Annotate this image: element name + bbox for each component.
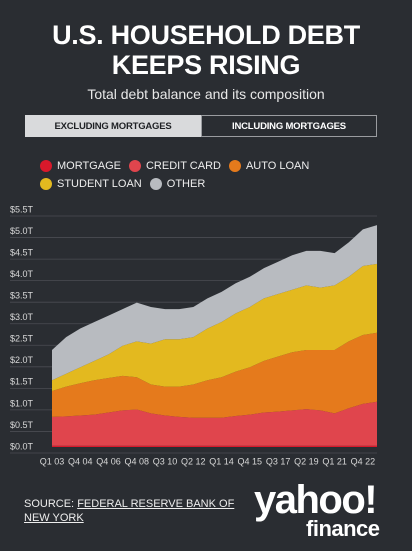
legend-swatch — [228, 160, 241, 172]
legend-label: CREDIT CARD — [145, 160, 221, 172]
chart: $0.0T $0.5T $1.0T $1.5T $2.0T $2.5T $3.0T $3.5T… — [10, 204, 377, 466]
x-tick-label: Q3 17 — [266, 456, 291, 466]
logo-sub: finance — [306, 516, 380, 541]
area — [52, 225, 377, 381]
y-tick-label: $2.5T — [10, 334, 34, 344]
legend-swatch — [40, 160, 52, 172]
x-tick-label: Q4 04 — [68, 456, 93, 466]
chart-title: U.S. HOUSEHOLD DEBT KEEPS RISING — [52, 20, 360, 80]
y-tick-label: $0.0T — [10, 441, 34, 451]
x-tick-label: Q1 14 — [209, 456, 234, 466]
legend-label: AUTO LOAN — [245, 160, 310, 172]
x-tick-label: Q2 12 — [181, 456, 206, 466]
x-tick-label: Q1 03 — [40, 456, 65, 466]
area — [52, 263, 377, 391]
y-tick-label: $5.5T — [10, 204, 34, 214]
legend-item: CREDIT CARD — [128, 158, 221, 174]
legend-swatch — [40, 178, 52, 190]
area — [52, 332, 377, 418]
y-tick-label: $2.0T — [10, 355, 34, 365]
y-tick-label: $1.0T — [10, 398, 34, 408]
x-tick-label: Q1 21 — [322, 456, 347, 466]
area — [52, 401, 377, 446]
tab[interactable]: EXCLUDING MORTGAGES — [25, 115, 201, 137]
legend-swatch — [128, 160, 141, 172]
x-tick-label: Q4 06 — [96, 456, 121, 466]
x-tick-label: Q4 15 — [238, 456, 263, 466]
logo: yahoo! — [254, 478, 378, 522]
legend-item: OTHER — [149, 176, 206, 192]
x-tick-label: Q2 19 — [294, 456, 319, 466]
tab[interactable]: INCLUDING MORTGAGES — [201, 115, 377, 137]
source-link[interactable]: FEDERAL RESERVE BANK OF NEW YORK — [24, 498, 235, 524]
chart-subtitle: Total debt balance and its composition — [87, 86, 325, 102]
legend-swatch — [149, 178, 162, 190]
y-tick-label: $5.0T — [10, 226, 34, 236]
x-tick-label: Q4 08 — [125, 456, 150, 466]
legend-label: OTHER — [166, 178, 206, 190]
y-tick-label: $4.5T — [10, 247, 34, 257]
source: SOURCE: FEDERAL RESERVE BANK OF NEW YORK — [24, 497, 254, 525]
y-tick-label: $3.5T — [10, 291, 34, 301]
source-prefix: SOURCE: — [24, 498, 75, 510]
y-tick-label: $4.0T — [10, 269, 34, 279]
y-tick-label: $1.5T — [10, 377, 34, 387]
x-tick-label: Q4 22 — [351, 456, 376, 466]
area — [52, 445, 377, 447]
y-tick-label: $3.0T — [10, 312, 34, 322]
legend-label: STUDENT LOAN — [57, 178, 142, 190]
legend-item: STUDENT LOAN — [40, 176, 142, 192]
legend-label: MORTGAGE — [57, 160, 121, 172]
legend-item: MORTGAGE — [40, 158, 121, 174]
y-tick-label: $0.5T — [10, 420, 34, 430]
legend: MORTGAGE CREDIT CARD AUTO LOAN STUDENT LOAN… — [40, 158, 370, 192]
legend-item: AUTO LOAN — [228, 158, 310, 174]
x-tick-label: Q3 10 — [153, 456, 178, 466]
